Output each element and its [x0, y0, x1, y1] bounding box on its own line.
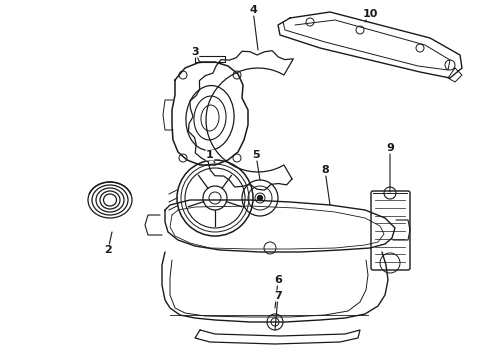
- Text: 8: 8: [321, 165, 330, 205]
- Text: 7: 7: [274, 291, 282, 330]
- Text: 5: 5: [252, 150, 260, 180]
- Text: 6: 6: [274, 275, 282, 308]
- Text: 1: 1: [206, 150, 215, 163]
- Text: 2: 2: [104, 232, 112, 255]
- Circle shape: [258, 195, 263, 201]
- Text: 4: 4: [249, 5, 258, 50]
- Text: 3: 3: [191, 47, 200, 63]
- Text: 9: 9: [386, 143, 394, 192]
- Text: 10: 10: [362, 9, 378, 22]
